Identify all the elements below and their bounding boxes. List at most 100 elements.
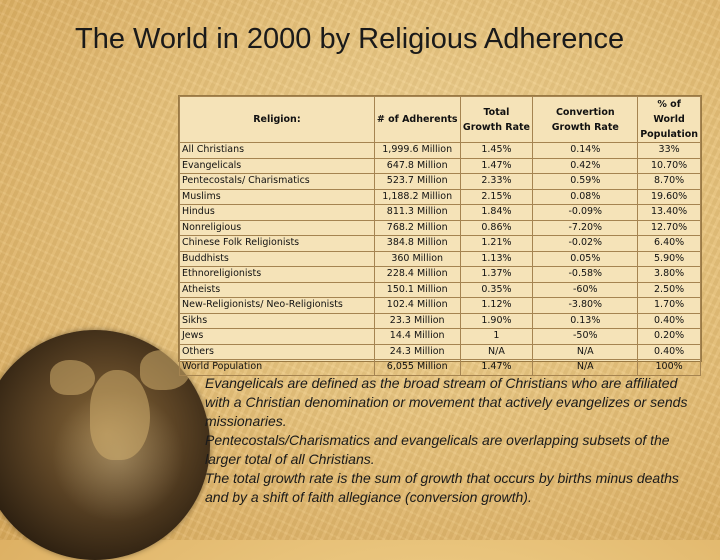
cell-world-pct: 10.70% — [637, 157, 701, 174]
cell-world-pct: 8.70% — [637, 173, 701, 190]
cell-religion: New-Religionists/ Neo-Religionists — [179, 297, 375, 314]
cell-adherents: 23.3 Million — [373, 312, 461, 329]
cell-world-pct: 6.40% — [637, 235, 701, 252]
cell-conversion-growth: 0.42% — [532, 157, 639, 174]
cell-conversion-growth: -3.80% — [532, 297, 639, 314]
table-body: All Christians 1,999.6 Million 1.45% 0.14% 3… — [179, 142, 701, 376]
cell-total-growth: 1.84% — [459, 204, 534, 221]
cell-conversion-growth: -60% — [532, 281, 639, 298]
table-row: Jews 14.4 Million 1 -50% 0.20% — [179, 328, 701, 345]
cell-total-growth: 0.35% — [459, 281, 534, 298]
cell-conversion-growth: -7.20% — [532, 219, 639, 236]
globe-landmass — [50, 360, 95, 395]
table-row: Chinese Folk Religionists 384.8 Million 1.… — [179, 235, 701, 252]
note-growth-rate: The total growth rate is the sum of grow… — [205, 470, 679, 505]
table-row: Muslims 1,188.2 Million 2.15% 0.08% 19.60% — [179, 188, 701, 205]
cell-total-growth: N/A — [459, 343, 534, 360]
cell-world-pct: 100% — [637, 359, 701, 376]
cell-conversion-growth: 0.05% — [532, 250, 639, 267]
table-row: Others 24.3 Million N/A N/A 0.40% — [179, 343, 701, 360]
cell-adherents: 647.8 Million — [373, 157, 461, 174]
cell-conversion-growth: -0.58% — [532, 266, 639, 283]
cell-world-pct: 3.80% — [637, 266, 701, 283]
cell-religion: World Population — [179, 359, 375, 376]
religion-table: Religion: # of Adherents Total Growth Ra… — [178, 95, 702, 376]
table-row: All Christians 1,999.6 Million 1.45% 0.14% 3… — [179, 142, 701, 159]
cell-religion: Hindus — [179, 204, 375, 221]
cell-adherents: 1,999.6 Million — [373, 142, 461, 159]
table-row: Pentecostals/ Charismatics 523.7 Million 2… — [179, 173, 701, 190]
cell-world-pct: 5.90% — [637, 250, 701, 267]
cell-conversion-growth: -50% — [532, 328, 639, 345]
table-row: New-Religionists/ Neo-Religionists 102.4 … — [179, 297, 701, 314]
cell-world-pct: 19.60% — [637, 188, 701, 205]
cell-adherents: 1,188.2 Million — [373, 188, 461, 205]
cell-adherents: 384.8 Million — [373, 235, 461, 252]
cell-religion: Muslims — [179, 188, 375, 205]
cell-adherents: 360 Million — [373, 250, 461, 267]
cell-total-growth: 1.47% — [459, 157, 534, 174]
cell-religion: Ethnoreligionists — [179, 266, 375, 283]
cell-religion: Atheists — [179, 281, 375, 298]
cell-religion: Pentecostals/ Charismatics — [179, 173, 375, 190]
cell-religion: Nonreligious — [179, 219, 375, 236]
cell-total-growth: 1 — [459, 328, 534, 345]
cell-religion: Jews — [179, 328, 375, 345]
cell-conversion-growth: -0.09% — [532, 204, 639, 221]
table-row: Nonreligious 768.2 Million 0.86% -7.20% 12.7… — [179, 219, 701, 236]
cell-adherents: 768.2 Million — [373, 219, 461, 236]
cell-adherents: 24.3 Million — [373, 343, 461, 360]
cell-adherents: 811.3 Million — [373, 204, 461, 221]
cell-total-growth: 1.45% — [459, 142, 534, 159]
cell-adherents: 523.7 Million — [373, 173, 461, 190]
header-total-growth: Total Growth Rate — [459, 96, 534, 143]
slide-title: The World in 2000 by Religious Adherence — [75, 23, 625, 55]
cell-total-growth: 1.12% — [459, 297, 534, 314]
cell-total-growth: 1.13% — [459, 250, 534, 267]
cell-total-growth: 1.37% — [459, 266, 534, 283]
table-row: Evangelicals 647.8 Million 1.47% 0.42% 10.70… — [179, 157, 701, 174]
cell-religion: Sikhs — [179, 312, 375, 329]
cell-world-pct: 1.70% — [637, 297, 701, 314]
cell-conversion-growth: 0.59% — [532, 173, 639, 190]
cell-religion: All Christians — [179, 142, 375, 159]
cell-world-pct: 0.40% — [637, 312, 701, 329]
cell-total-growth: 1.90% — [459, 312, 534, 329]
table-row: Ethnoreligionists 228.4 Million 1.37% -0.58… — [179, 266, 701, 283]
header-conversion-growth: Convertion Growth Rate — [532, 96, 639, 143]
cell-religion: Evangelicals — [179, 157, 375, 174]
table-row: Buddhists 360 Million 1.13% 0.05% 5.90% — [179, 250, 701, 267]
cell-total-growth: 0.86% — [459, 219, 534, 236]
globe-image — [0, 330, 210, 560]
cell-total-growth: 2.15% — [459, 188, 534, 205]
cell-religion: Buddhists — [179, 250, 375, 267]
cell-conversion-growth: N/A — [532, 359, 639, 376]
cell-world-pct: 33% — [637, 142, 701, 159]
cell-adherents: 228.4 Million — [373, 266, 461, 283]
cell-adherents: 6,055 Million — [373, 359, 461, 376]
cell-conversion-growth: 0.14% — [532, 142, 639, 159]
cell-world-pct: 12.70% — [637, 219, 701, 236]
cell-conversion-growth: 0.13% — [532, 312, 639, 329]
cell-total-growth: 1.47% — [459, 359, 534, 376]
table-row: World Population 6,055 Million 1.47% N/A 100… — [179, 359, 701, 376]
header-world-pct: % of World Population — [637, 96, 701, 143]
globe-landmass — [90, 370, 150, 460]
cell-world-pct: 0.40% — [637, 343, 701, 360]
cell-world-pct: 0.20% — [637, 328, 701, 345]
note-evangelicals: Evangelicals are defined as the broad st… — [205, 375, 688, 429]
table-row: Atheists 150.1 Million 0.35% -60% 2.50% — [179, 281, 701, 298]
cell-religion: Chinese Folk Religionists — [179, 235, 375, 252]
cell-conversion-growth: -0.02% — [532, 235, 639, 252]
table-row: Hindus 811.3 Million 1.84% -0.09% 13.40% — [179, 204, 701, 221]
cell-adherents: 150.1 Million — [373, 281, 461, 298]
cell-adherents: 102.4 Million — [373, 297, 461, 314]
header-adherents: # of Adherents — [373, 96, 461, 143]
cell-world-pct: 2.50% — [637, 281, 701, 298]
cell-world-pct: 13.40% — [637, 204, 701, 221]
cell-conversion-growth: N/A — [532, 343, 639, 360]
table-row: Sikhs 23.3 Million 1.90% 0.13% 0.40% — [179, 312, 701, 329]
cell-total-growth: 2.33% — [459, 173, 534, 190]
cell-total-growth: 1.21% — [459, 235, 534, 252]
